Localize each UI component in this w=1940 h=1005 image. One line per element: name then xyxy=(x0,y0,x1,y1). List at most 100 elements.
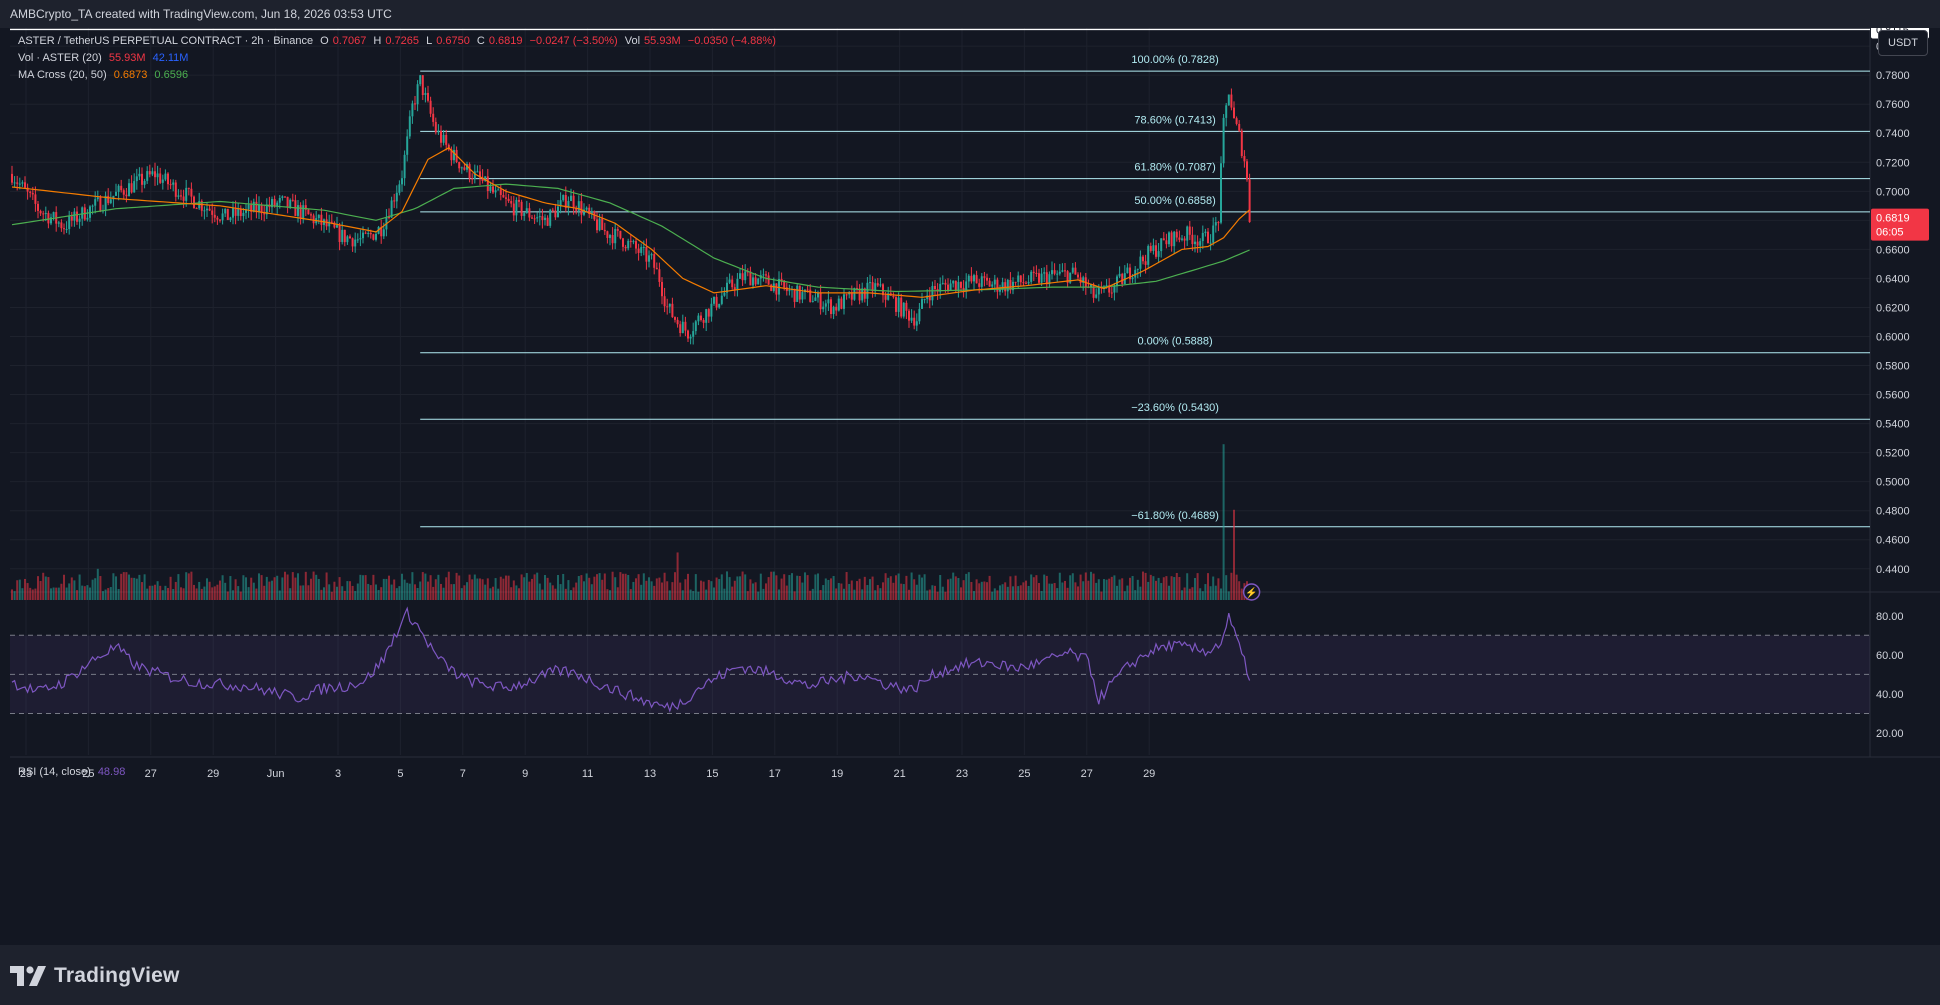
volume-bar xyxy=(1160,583,1163,600)
volume-bar xyxy=(104,589,107,600)
symbol-name[interactable]: ASTER / TetherUS PERPETUAL CONTRACT · 2h… xyxy=(18,35,314,47)
candle-body xyxy=(744,271,747,281)
candle-body xyxy=(538,216,541,218)
volume-bar xyxy=(1051,583,1053,600)
volume-bar xyxy=(840,583,843,600)
candle-body xyxy=(120,185,123,191)
candle-body xyxy=(239,208,242,217)
candle-body xyxy=(130,183,133,193)
volume-bar xyxy=(863,576,866,600)
volume-bar xyxy=(489,588,492,600)
chart-canvas[interactable]: 100.00% (0.7828) 78.60% (0.7413) 61.80% (0… xyxy=(10,20,1940,945)
alert-bolt-icon: ⚡ xyxy=(1245,586,1257,599)
volume-bar xyxy=(312,571,315,600)
candle-body xyxy=(354,239,357,247)
candle-body xyxy=(715,296,718,308)
candle-body xyxy=(1040,273,1043,283)
candle-body xyxy=(1095,294,1098,298)
volume-bar xyxy=(151,585,154,600)
candle-body xyxy=(931,286,934,301)
volume-bar xyxy=(317,578,320,600)
volume-bar xyxy=(1090,571,1092,600)
rsi-legend[interactable]: RSI (14, close) 48.98 xyxy=(18,766,126,778)
candle-body xyxy=(424,92,427,96)
candle-body xyxy=(1064,270,1066,272)
candle-body xyxy=(700,315,702,320)
candle-body xyxy=(489,186,492,192)
candle-body xyxy=(255,201,258,213)
candle-body xyxy=(182,196,185,201)
volume-bar xyxy=(1165,576,1168,600)
candle-body xyxy=(52,212,55,218)
volume-bar xyxy=(572,587,575,600)
volume-bar xyxy=(715,577,718,600)
volume-bar xyxy=(889,576,892,600)
volume-bar xyxy=(557,574,559,600)
candle-body xyxy=(1181,238,1183,240)
volume-bar xyxy=(237,586,240,600)
candle-body xyxy=(484,176,487,181)
volume-bar xyxy=(554,588,557,600)
candle-body xyxy=(258,204,260,213)
time-tick-label: 23 xyxy=(20,768,32,780)
candle-body xyxy=(312,215,315,224)
volume-bar xyxy=(499,576,502,600)
candle-body xyxy=(1178,237,1181,240)
fib-level-label: −61.80% (0.4689) xyxy=(1131,510,1219,522)
candle-body xyxy=(1183,238,1186,241)
candle-body xyxy=(13,182,16,184)
candle-body xyxy=(372,234,375,240)
candle-body xyxy=(770,284,773,291)
chart-area[interactable]: 100.00% (0.7828) 78.60% (0.7413) 61.80% (0… xyxy=(10,20,1940,945)
candle-body xyxy=(926,295,929,300)
candle-body xyxy=(24,182,26,188)
volume-bar xyxy=(390,584,393,600)
candle-body xyxy=(1139,256,1142,269)
price-tick-label: 0.7000 xyxy=(1876,186,1910,198)
price-tick-label: 0.7600 xyxy=(1876,99,1910,111)
tradingview-logo[interactable]: TradingView xyxy=(10,964,180,988)
candle-body xyxy=(362,232,364,239)
open-value: 0.7067 xyxy=(332,35,367,47)
volume-bar xyxy=(627,574,630,600)
candle-body xyxy=(226,208,229,221)
candle-body xyxy=(705,309,708,323)
volume-bar xyxy=(666,581,669,600)
candle-body xyxy=(564,195,567,209)
candle-body xyxy=(388,216,390,218)
volume-bar xyxy=(975,579,978,600)
volume-bar xyxy=(26,583,29,600)
volume-bar xyxy=(780,578,783,600)
candle-body xyxy=(1092,284,1095,298)
volume-bar xyxy=(258,573,260,600)
ma-cross-legend[interactable]: MA Cross (20, 50) 0.6873 0.6596 xyxy=(18,69,189,81)
candle-body xyxy=(993,279,996,285)
candle-body xyxy=(359,238,362,240)
volume-bar xyxy=(765,583,767,600)
candle-body xyxy=(635,241,637,249)
candle-body xyxy=(869,282,871,284)
candle-body xyxy=(68,216,71,230)
volume-bar xyxy=(1139,586,1142,600)
candle-body xyxy=(434,121,437,133)
candle-body xyxy=(921,299,923,309)
volume-bar xyxy=(668,590,671,600)
candle-body xyxy=(65,229,68,231)
volume-bar xyxy=(1204,584,1207,600)
candle-body xyxy=(689,336,692,339)
volume-bar xyxy=(648,577,650,600)
currency-button[interactable]: USDT xyxy=(1878,30,1928,56)
volume-indicator-legend[interactable]: Vol · ASTER (20) 55.93M 42.11M xyxy=(18,52,189,64)
candle-body xyxy=(749,271,752,286)
volume-bar xyxy=(401,573,403,600)
candle-body xyxy=(648,255,650,262)
volume-bar xyxy=(741,571,744,600)
volume-bar xyxy=(1142,571,1144,600)
volume-bar xyxy=(47,577,50,600)
volume-bar xyxy=(16,580,19,600)
candle-body xyxy=(702,319,705,323)
volume-bar xyxy=(1238,581,1241,600)
volume-bar xyxy=(1168,585,1170,600)
volume-bar xyxy=(117,588,120,600)
candle-body xyxy=(728,279,731,283)
